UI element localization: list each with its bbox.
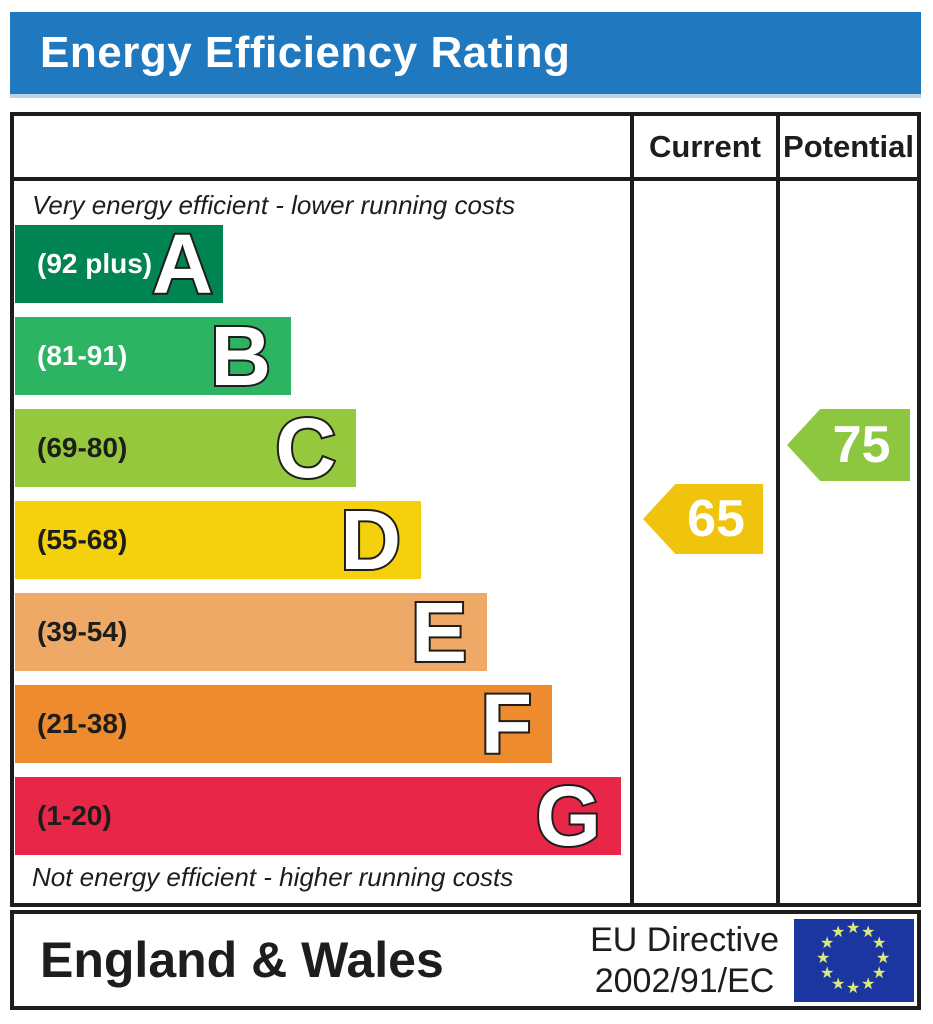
band-c: (69-80) C <box>15 401 356 495</box>
potential-column-header: Potential <box>783 129 914 164</box>
eu-star-icon: ★ <box>831 924 846 942</box>
current-column-header: Current <box>649 129 761 164</box>
current-rating-value: 65 <box>687 490 745 548</box>
band-a: (92 plus) A <box>15 220 223 308</box>
eu-star-icon: ★ <box>846 980 861 997</box>
band-letter: E <box>409 585 469 679</box>
potential-rating-arrow: 75 <box>787 409 910 481</box>
band-letter: C <box>273 401 338 495</box>
eu-star-icon: ★ <box>820 965 835 982</box>
eu-star-icon: ★ <box>876 950 891 967</box>
band-b: (81-91) B <box>15 309 291 403</box>
eu-directive-line2: 2002/91/EC <box>594 962 775 1000</box>
band-f: (21-38) F <box>15 677 552 771</box>
footer: England & Wales EU Directive 2002/91/EC … <box>10 910 921 1010</box>
band-range-label: (21-38) <box>37 708 128 739</box>
region-label: England & Wales <box>40 932 444 988</box>
band-letter: A <box>150 217 215 311</box>
bottom-note: Not energy efficient - higher running co… <box>32 862 514 892</box>
eu-directive-line1: EU Directive <box>590 921 779 959</box>
band-letter: F <box>479 677 534 771</box>
band-range-label: (81-91) <box>37 340 128 371</box>
eu-star-icon: ★ <box>820 935 835 952</box>
eu-star-icon: ★ <box>846 920 861 937</box>
energy-rating-header: Energy Efficiency Rating <box>10 12 921 98</box>
current-rating-arrow: 65 <box>643 484 763 554</box>
eu-star-icon: ★ <box>871 935 887 952</box>
column-divider-current <box>630 116 634 903</box>
eu-star-icon: ★ <box>831 975 846 993</box>
band-e: (39-54) E <box>15 585 487 679</box>
band-range-label: (55-68) <box>37 524 128 555</box>
eu-star-icon: ★ <box>861 975 876 993</box>
column-divider-potential <box>776 116 780 903</box>
band-range-label: (1-20) <box>37 800 112 831</box>
band-letter: B <box>208 309 273 403</box>
rating-table: Current Potential Very energy efficient … <box>10 112 921 907</box>
eu-star-icon: ★ <box>861 924 876 942</box>
band-letter: D <box>338 493 403 587</box>
band-d: (55-68) D <box>15 493 421 587</box>
band-range-label: (69-80) <box>37 432 128 463</box>
band-g: (1-20) G <box>15 769 621 863</box>
potential-rating-value: 75 <box>832 416 891 474</box>
header-row-divider <box>14 177 917 181</box>
band-letter: G <box>534 769 603 863</box>
band-range-label: (92 plus) <box>37 248 153 279</box>
top-note: Very energy efficient - lower running co… <box>32 190 516 220</box>
eu-directive-label: EU Directive 2002/91/EC <box>590 920 779 1002</box>
eu-star-icon: ★ <box>871 965 887 982</box>
band-range-label: (39-54) <box>37 616 128 647</box>
eu-flag-icon: ★ ★ ★ ★ ★ ★ ★ ★ ★ ★ ★ ★ <box>794 919 914 1002</box>
eu-star-icon: ★ <box>816 950 831 967</box>
page-title: Energy Efficiency Rating <box>40 28 571 77</box>
